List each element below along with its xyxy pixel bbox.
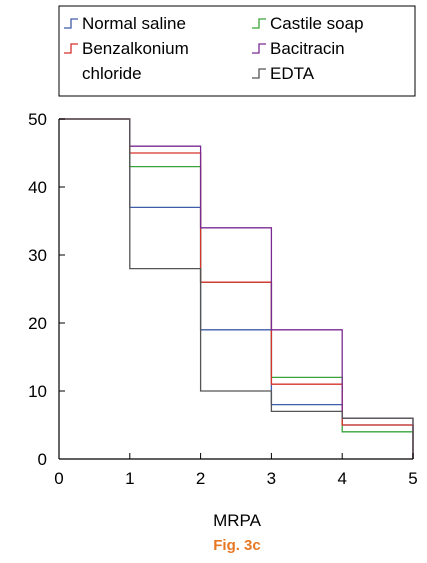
x-tick-label: 3 [267,469,276,488]
y-tick-label: 0 [38,450,47,469]
legend-label: EDTA [270,64,315,83]
legend-label: Castile soap [270,14,364,33]
legend-items: Normal saline Castile soap Benzalkonium chl… [64,14,364,83]
series-line-5 [59,118,414,459]
y-tick-label: 20 [28,314,47,333]
legend [58,5,416,97]
legend-swatch [64,43,78,54]
x-tick-label: 0 [54,469,63,488]
y-tick-label: 40 [28,178,47,197]
series-line-1 [59,118,414,459]
y-tick-label: 10 [28,382,47,401]
legend-swatch [64,18,78,29]
series-layer [59,118,414,459]
legend-swatch [252,18,266,29]
series-line-4 [59,118,414,459]
y-tick-label: 30 [28,246,47,265]
x-tick-label: 5 [408,469,417,488]
series-line-2 [59,118,414,459]
x-axis-label: MRPA [213,511,262,530]
legend-label: Normal saline [82,14,186,33]
x-tick-label: 1 [125,469,134,488]
legend-label: chloride [82,64,142,83]
x-tick-label: 4 [337,469,346,488]
legend-label: Benzalkonium [82,39,189,58]
legend-swatch [252,68,266,79]
series-line-3 [59,118,414,459]
axes: 0 10 20 30 40 50 0 1 2 3 4 5 [28,110,418,488]
legend-label: Bacitracin [270,39,345,58]
figure-caption: Fig. 3c [213,537,261,554]
y-tick-label: 50 [28,110,47,129]
x-tick-label: 2 [196,469,205,488]
legend-swatch [252,43,266,54]
